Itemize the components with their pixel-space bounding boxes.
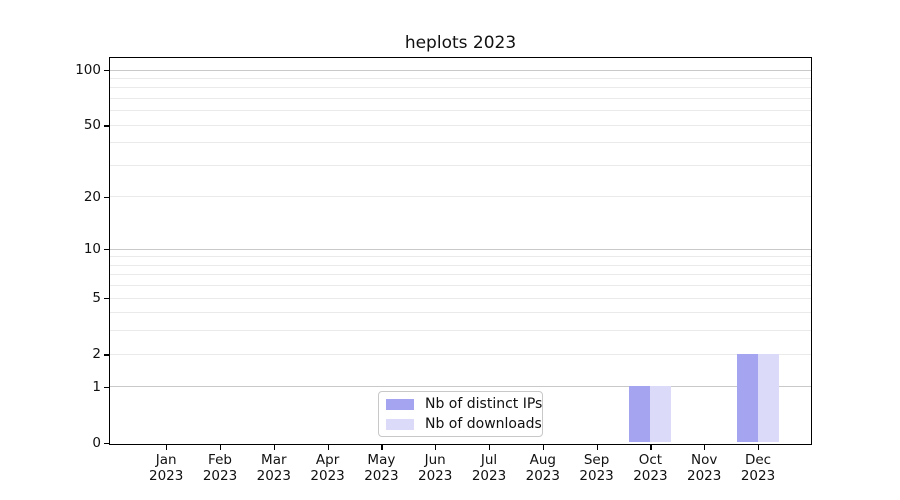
major-gridline [109, 386, 811, 388]
minor-gridline [109, 312, 811, 314]
minor-gridline [109, 97, 811, 99]
x-tick-label: Aug 2023 [525, 452, 560, 484]
x-tick-label: Jan 2023 [149, 452, 184, 484]
bar-oct-downloads [649, 386, 671, 443]
x-tick-mark [650, 444, 652, 450]
x-tick-mark [166, 444, 168, 450]
minor-gridline [109, 87, 811, 89]
y-tick-mark [104, 386, 110, 389]
x-tick-label: Jun 2023 [418, 452, 453, 484]
y-tick-label: 2 [92, 346, 101, 363]
y-tick-mark [104, 443, 110, 445]
x-tick-mark [381, 444, 383, 450]
minor-gridline [109, 353, 811, 355]
x-tick-mark [542, 444, 545, 450]
minor-gridline [109, 196, 811, 198]
x-tick-label: Mar 2023 [256, 452, 291, 484]
y-tick-label: 0 [92, 435, 101, 451]
x-tick-mark [489, 444, 491, 450]
y-tick-mark [104, 298, 110, 300]
y-tick-label: 10 [83, 241, 101, 258]
x-tick-label: Feb 2023 [202, 452, 238, 484]
x-tick-label: Sep 2023 [579, 452, 614, 484]
x-tick-mark [435, 444, 437, 450]
x-tick-label: May 2023 [364, 452, 399, 484]
bar-dec-downloads [757, 353, 779, 443]
y-tick-label: 20 [83, 188, 101, 205]
minor-gridline [109, 77, 811, 79]
x-tick-label: Oct 2023 [633, 452, 668, 484]
y-tick-mark [104, 125, 110, 127]
y-tick-label: 50 [83, 117, 101, 134]
minor-gridline [109, 256, 811, 258]
x-tick-label: Jul 2023 [471, 452, 507, 484]
x-tick-label: Dec 2023 [740, 452, 776, 484]
legend-item-downloads: Nb of downloads [386, 416, 542, 432]
x-tick-mark [596, 444, 598, 450]
bar-dec-distinct-ips [736, 353, 758, 443]
distinct-ips-swatch [386, 398, 414, 410]
x-tick-mark [704, 444, 706, 450]
minor-gridline [109, 110, 811, 112]
plot-area [108, 56, 812, 445]
x-tick-mark [758, 444, 760, 450]
x-tick-label: Apr 2023 [310, 452, 345, 484]
major-gridline [109, 248, 811, 250]
y-tick-label: 5 [92, 290, 101, 307]
minor-gridline [109, 164, 811, 166]
y-tick-label: 100 [75, 62, 101, 78]
legend-label: Nb of distinct IPs [425, 396, 543, 412]
x-tick-label: Nov 2023 [687, 452, 722, 484]
legend: Nb of distinct IPs Nb of downloads [378, 391, 543, 437]
major-gridline [109, 69, 811, 71]
minor-gridline [109, 264, 811, 266]
minor-gridline [109, 297, 811, 299]
y-tick-mark [104, 196, 110, 199]
y-tick-mark [104, 354, 110, 356]
y-tick-mark [104, 249, 110, 251]
minor-gridline [109, 142, 811, 144]
minor-gridline [109, 124, 811, 126]
minor-gridline [109, 330, 811, 332]
x-tick-mark [327, 444, 329, 450]
downloads-swatch [386, 418, 414, 430]
legend-label: Nb of downloads [425, 416, 542, 432]
bar-oct-distinct-ips [628, 386, 650, 443]
legend-item-distinct-ips: Nb of distinct IPs [386, 396, 542, 412]
y-tick-label: 1 [92, 378, 101, 395]
minor-gridline [109, 285, 811, 287]
x-tick-mark [220, 444, 222, 450]
x-tick-mark [273, 444, 276, 450]
y-tick-mark [104, 70, 110, 72]
chart-title: heplots 2023 [404, 33, 517, 53]
minor-gridline [109, 274, 811, 276]
